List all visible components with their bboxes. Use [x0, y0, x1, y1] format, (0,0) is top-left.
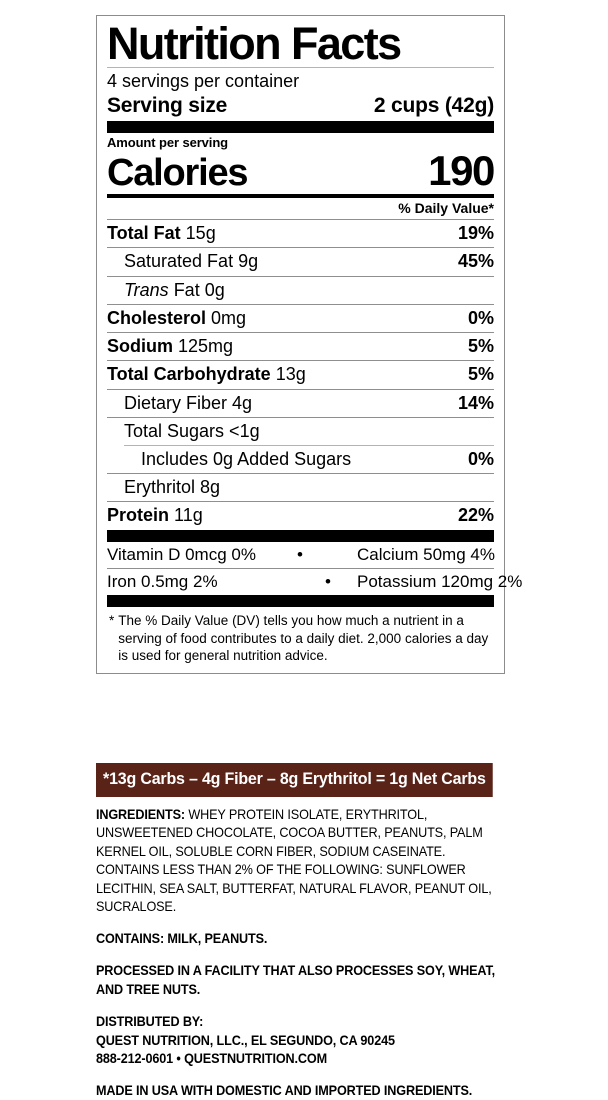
nutrition-facts-title: Nutrition Facts [107, 18, 402, 69]
nutrient-name-saturated-fat: Saturated Fat 9g [124, 251, 259, 272]
distributed-by-line1: DISTRIBUTED BY: [96, 1014, 204, 1030]
ingredients-block: INGREDIENTS: WHEY PROTEIN ISOLATE, ERYTH… [96, 806, 510, 917]
divider [107, 332, 494, 334]
divider-under-title [107, 67, 494, 69]
nutrient-name-total-sugars: Total Sugars <1g [124, 420, 260, 441]
divider-inset-added-sugars [124, 445, 494, 447]
ingredients-label: INGREDIENTS: [96, 807, 185, 822]
nutrient-row-erythritol: Erythritol 8g [107, 474, 494, 501]
nutrient-name-dietary-fiber: Dietary Fiber 4g [124, 392, 253, 413]
divider [107, 303, 494, 305]
nutrient-row-total-fat: Total Fat 15g 19% [107, 220, 494, 247]
nutrient-row-added-sugars: Includes 0g Added Sugars 0% [107, 446, 494, 473]
package-text-blocks: INGREDIENTS: WHEY PROTEIN ISOLATE, ERYTH… [96, 806, 510, 1100]
nutrient-row-sodium: Sodium 125mg 5% [107, 333, 494, 360]
vitamin-row-2: Iron 0.5mg 2% • Potassium 120mg 2% [107, 569, 522, 595]
calories-value: 190 [428, 147, 495, 195]
divider [107, 275, 494, 277]
made-in-usa-statement: MADE IN USA WITH DOMESTIC AND IMPORTED I… [96, 1082, 473, 1098]
iron-value: Iron 0.5mg 2% [107, 571, 218, 591]
nutrient-name-protein: Protein 11g [107, 505, 203, 526]
net-carbs-banner: *13g Carbs – 4g Fiber – 8g Erythritol = … [96, 763, 493, 797]
divider [107, 473, 494, 475]
contains-allergens: CONTAINS: MILK, PEANUTS. [96, 930, 268, 946]
nutrient-row-trans-fat: Trans Fat 0g [107, 277, 494, 304]
nutrient-dv-saturated-fat: 45% [457, 251, 494, 272]
divider-under-calories [107, 194, 494, 199]
nutrient-name-added-sugars: Includes 0g Added Sugars [141, 449, 352, 470]
nutrient-row-saturated-fat: Saturated Fat 9g 45% [107, 248, 494, 275]
nutrient-dv-total-fat: 19% [457, 223, 494, 244]
nutrient-dv-cholesterol: 0% [467, 307, 494, 328]
divider-thick-top [107, 121, 494, 134]
distributed-by-line2: QUEST NUTRITION, LLC., EL SEGUNDO, CA 90… [96, 1032, 395, 1048]
serving-size-row: Serving size 2 cups (42g) [107, 93, 494, 121]
ingredients-list: WHEY PROTEIN ISOLATE, ERYTHRITOL, UNSWEE… [96, 807, 492, 915]
nutrient-row-total-carbohydrate: Total Carbohydrate 13g 5% [107, 361, 494, 388]
nutrition-facts-panel: Nutrition Facts 4 servings per container… [96, 15, 522, 675]
nutrient-dv-protein: 22% [457, 505, 494, 526]
divider [107, 501, 494, 503]
divider-above-total-fat [107, 219, 494, 221]
daily-value-header: % Daily Value* [398, 200, 494, 217]
divider [107, 388, 494, 390]
divider-thick-above-vitamins [107, 529, 494, 542]
vitamin-d-value: Vitamin D 0mcg 0% [107, 544, 256, 564]
distributed-by-line3: 888-212-0601 • QUESTNUTRITION.COM [96, 1051, 327, 1067]
nutrient-dv-total-carbohydrate: 5% [467, 364, 494, 385]
processed-facility-warning: PROCESSED IN A FACILITY THAT ALSO PROCES… [96, 963, 496, 997]
nutrient-dv-dietary-fiber: 14% [457, 392, 494, 413]
bullet-separator-icon: • [325, 571, 331, 591]
divider [107, 567, 494, 569]
nutrient-name-total-fat: Total Fat 15g [107, 223, 216, 244]
footnote-asterisk: * [109, 612, 115, 628]
divider [107, 416, 494, 418]
calories-label: Calories [107, 152, 249, 195]
divider [107, 360, 494, 362]
nutrient-name-total-carbohydrate: Total Carbohydrate 13g [107, 364, 306, 385]
serving-size-value: 2 cups (42g) [373, 94, 494, 118]
footnote-text: The % Daily Value (DV) tells you how muc… [118, 612, 489, 664]
bullet-separator-icon: • [297, 544, 303, 564]
divider [107, 247, 494, 249]
nutrient-name-sodium: Sodium 125mg [107, 336, 234, 357]
servings-per-container: 4 servings per container [107, 71, 300, 92]
vitamin-row-1: Vitamin D 0mcg 0% • Calcium 50mg 4% [107, 542, 495, 568]
calories-row: Calories 190 [107, 147, 495, 195]
nutrient-row-total-sugars: Total Sugars <1g [107, 418, 494, 445]
nutrient-name-trans-fat: Trans Fat 0g [124, 279, 225, 300]
nutrient-name-cholesterol: Cholesterol 0mg [107, 307, 247, 328]
calcium-value: Calcium 50mg 4% [357, 544, 495, 564]
divider-thick-above-footnote [107, 594, 494, 607]
nutrient-dv-sodium: 5% [467, 336, 494, 357]
nutrient-row-dietary-fiber: Dietary Fiber 4g 14% [107, 390, 494, 417]
serving-size-label: Serving size [107, 94, 228, 118]
potassium-value: Potassium 120mg 2% [357, 571, 523, 591]
nutrient-dv-added-sugars: 0% [467, 449, 494, 470]
nutrient-row-cholesterol: Cholesterol 0mg 0% [107, 305, 494, 332]
nutrient-name-erythritol: Erythritol 8g [124, 477, 221, 498]
amount-per-serving-label: Amount per serving [107, 135, 228, 151]
daily-value-footnote: * The % Daily Value (DV) tells you how m… [107, 607, 494, 667]
nutrient-row-protein: Protein 11g 22% [107, 502, 494, 529]
